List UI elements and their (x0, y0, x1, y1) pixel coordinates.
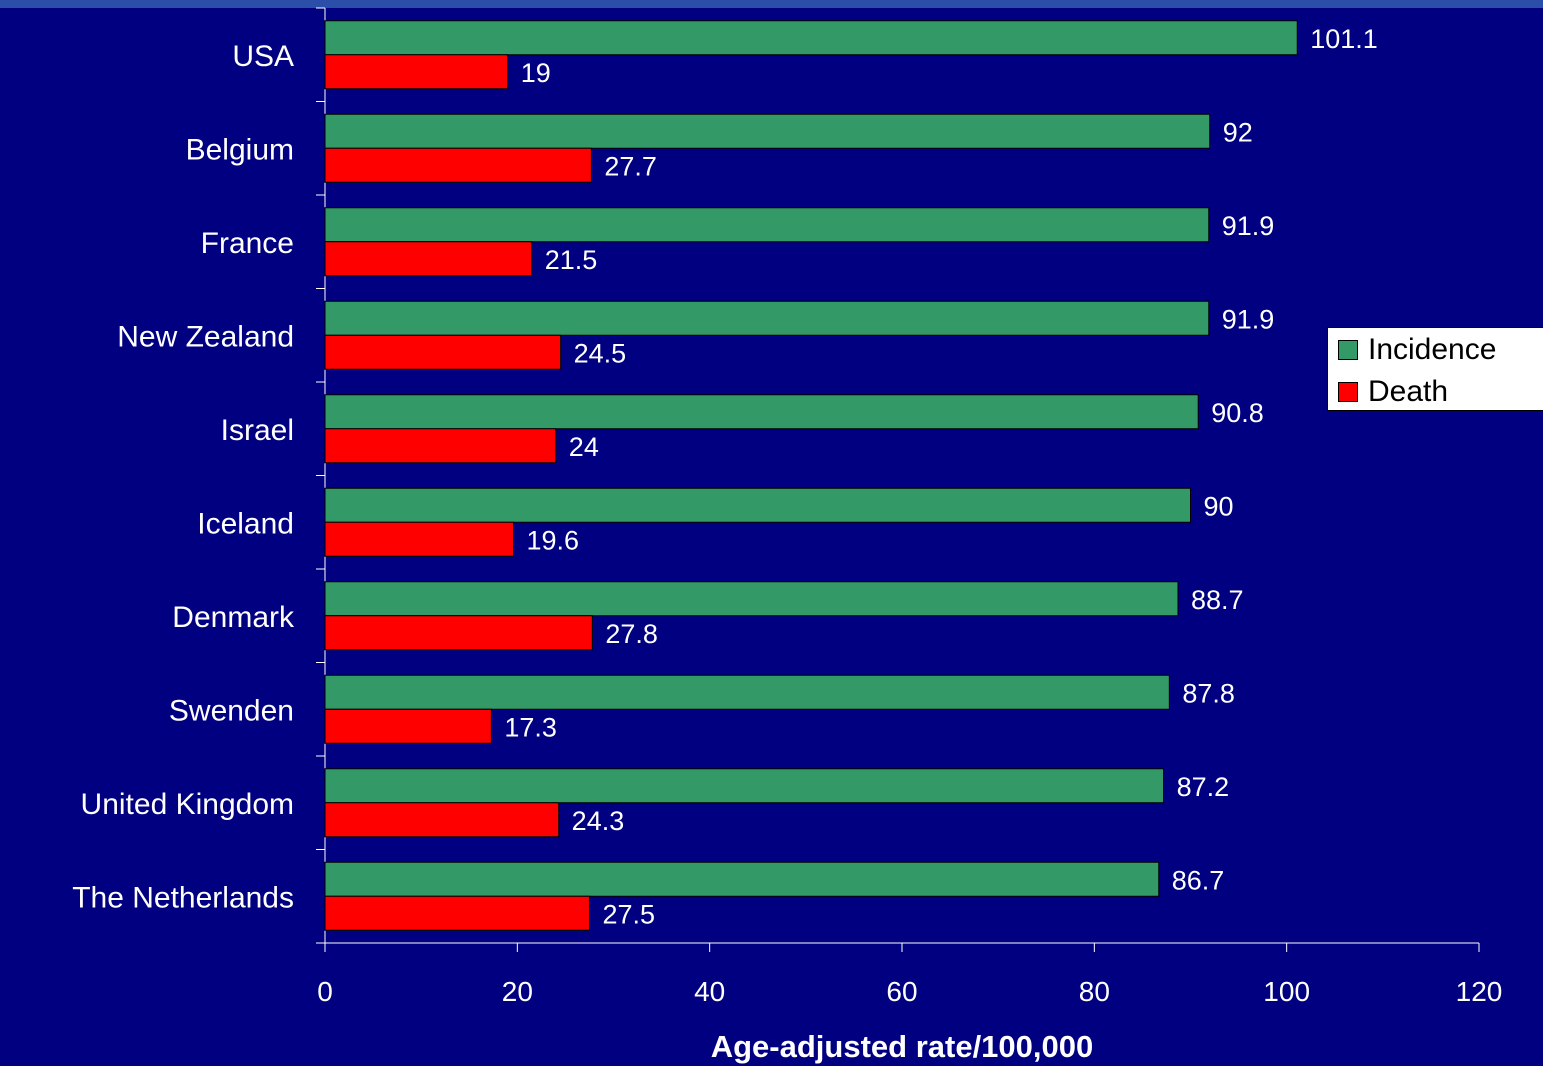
bar-incidence (324, 394, 1199, 430)
category-label: Israel (221, 414, 294, 447)
data-label-death: 17.3 (504, 712, 557, 742)
data-label-incidence: 86.7 (1172, 865, 1225, 895)
data-label-incidence: 90.8 (1211, 398, 1264, 428)
category-label: Belgium (186, 133, 294, 166)
data-label-incidence: 87.2 (1177, 772, 1230, 802)
bar-incidence (324, 581, 1179, 617)
category-label: United Kingdom (81, 788, 294, 821)
legend-item-death: Death (1338, 372, 1448, 412)
bars (324, 20, 1298, 931)
data-label-death: 27.8 (605, 619, 658, 649)
data-label-death: 24 (569, 432, 599, 462)
bar-incidence (324, 20, 1298, 56)
x-tick-label: 20 (502, 976, 533, 1007)
bar-death (324, 241, 533, 277)
bar-death (324, 428, 557, 464)
data-label-death: 19 (521, 58, 551, 88)
bar-incidence (324, 674, 1170, 710)
category-label: France (201, 227, 294, 260)
x-tick-label: 60 (886, 976, 917, 1007)
legend-swatch-death (1338, 382, 1358, 402)
labels: 0 20 40 60 80 100 120 USA 101.1 19 Belgium 92 27.7 Fr… (72, 24, 1502, 1007)
x-tick-label: 80 (1079, 976, 1110, 1007)
legend-label-incidence: Incidence (1368, 333, 1497, 366)
data-label-death: 24.3 (572, 806, 625, 836)
data-label-incidence: 87.8 (1182, 678, 1235, 708)
x-tick-label: 0 (317, 976, 333, 1007)
legend-item-incidence: Incidence (1338, 330, 1496, 370)
bar-death (324, 147, 592, 183)
data-label-death: 27.7 (604, 151, 657, 181)
top-band (0, 0, 1543, 8)
bar-death (324, 802, 560, 838)
x-tick-label: 40 (694, 976, 725, 1007)
bar-death (324, 895, 590, 931)
data-label-incidence: 90 (1204, 491, 1234, 521)
data-label-incidence: 91.9 (1222, 211, 1275, 241)
bar-incidence (324, 768, 1165, 804)
legend-swatch-incidence (1338, 340, 1358, 360)
bar-death (324, 615, 593, 651)
bar-incidence (324, 300, 1210, 336)
bar-incidence (324, 207, 1210, 243)
data-label-death: 19.6 (526, 525, 579, 555)
data-label-death: 27.5 (602, 899, 655, 929)
x-tick-label: 120 (1456, 976, 1503, 1007)
x-axis-title: Age-adjusted rate/100,000 (711, 1029, 1094, 1064)
bar-death (324, 708, 492, 744)
legend: Incidence Death (1327, 327, 1543, 411)
x-tick-label: 100 (1263, 976, 1310, 1007)
data-label-incidence: 92 (1223, 117, 1253, 147)
data-label-death: 24.5 (574, 338, 627, 368)
bar-death (324, 54, 509, 90)
category-label: The Netherlands (72, 881, 294, 914)
data-label-death: 21.5 (545, 245, 598, 275)
legend-label-death: Death (1368, 375, 1449, 408)
category-label: New Zealand (117, 320, 294, 353)
bar-incidence (324, 113, 1211, 149)
bar-incidence (324, 861, 1160, 897)
category-label: USA (232, 40, 294, 73)
data-label-incidence: 101.1 (1310, 24, 1378, 54)
data-label-incidence: 91.9 (1222, 304, 1275, 334)
bar-death (324, 334, 562, 370)
bar-incidence (324, 487, 1191, 523)
category-label: Swenden (169, 694, 294, 727)
category-label: Denmark (172, 601, 295, 634)
data-label-incidence: 88.7 (1191, 585, 1244, 615)
category-label: Iceland (197, 507, 294, 540)
bar-death (324, 521, 514, 557)
